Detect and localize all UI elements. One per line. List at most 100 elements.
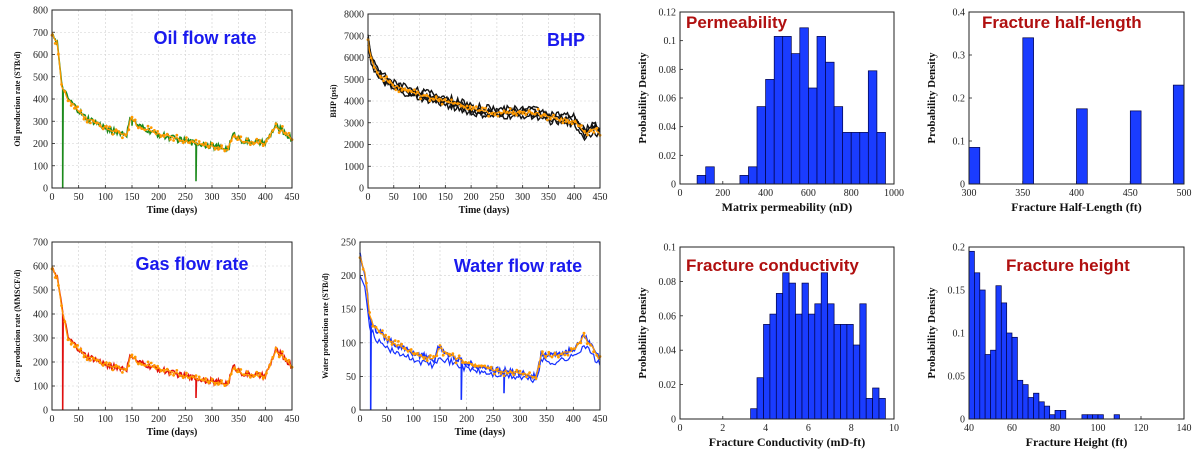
histogram-bar bbox=[1043, 405, 1051, 420]
y-tick-label: 6000 bbox=[344, 53, 364, 64]
histogram-bar bbox=[833, 106, 844, 185]
histogram-bar bbox=[816, 36, 826, 185]
simulated-point bbox=[566, 353, 570, 357]
simulated-point bbox=[249, 375, 252, 379]
simulated-point bbox=[470, 363, 474, 366]
simulated-point bbox=[188, 141, 192, 145]
histogram-bar bbox=[1113, 414, 1120, 420]
simulated-point bbox=[236, 370, 240, 374]
simulated-point bbox=[537, 365, 541, 368]
fracture-conductivity-histogram: 0 2 4 6 8 10 0 0.02 0.04 0.06 0.08 0.1 Fracture Cond… bbox=[637, 243, 899, 450]
simulated-series-line bbox=[359, 256, 601, 378]
simulated-point bbox=[557, 355, 560, 359]
simulated-point bbox=[111, 132, 115, 136]
simulated-point bbox=[226, 380, 230, 383]
y-tick-label: 0.1 bbox=[953, 329, 966, 340]
simulated-point bbox=[487, 114, 490, 118]
x-tick-label: 80 bbox=[1050, 423, 1060, 434]
y-tick-label: 1000 bbox=[344, 162, 364, 173]
simulated-point bbox=[595, 126, 599, 130]
y-tick-label: 0 bbox=[43, 406, 48, 417]
simulated-point bbox=[210, 142, 214, 145]
simulated-point bbox=[169, 138, 172, 141]
observed-series-line bbox=[367, 34, 601, 135]
simulated-point bbox=[194, 138, 198, 142]
simulated-series-line bbox=[51, 265, 293, 386]
x-axis-label: Time (days) bbox=[147, 427, 198, 438]
simulated-point bbox=[143, 364, 147, 367]
simulated-point bbox=[201, 142, 204, 146]
x-tick-label: 300 bbox=[962, 188, 977, 199]
simulated-point bbox=[117, 366, 121, 369]
simulated-point bbox=[406, 88, 410, 92]
simulated-point bbox=[384, 333, 387, 337]
simulated-point bbox=[493, 372, 496, 376]
simulated-point bbox=[95, 121, 99, 125]
simulated-point bbox=[438, 344, 442, 347]
y-tick-label: 200 bbox=[33, 139, 48, 150]
simulated-point bbox=[249, 143, 252, 147]
y-axis-label: Probability Density bbox=[926, 287, 938, 379]
x-tick-label: 400 bbox=[758, 188, 773, 199]
y-axis-label: Probability Density bbox=[926, 52, 938, 144]
simulated-point bbox=[542, 112, 546, 116]
simulated-point bbox=[440, 102, 444, 106]
plot-border bbox=[679, 246, 895, 420]
simulated-point bbox=[95, 358, 99, 362]
histogram-bar bbox=[814, 303, 822, 420]
y-tick-label: 0 bbox=[359, 184, 364, 195]
simulated-point bbox=[379, 74, 382, 78]
x-tick-label: 200 bbox=[715, 188, 730, 199]
histogram-bar bbox=[846, 324, 854, 420]
simulated-point bbox=[483, 364, 487, 368]
x-tick-label: 250 bbox=[178, 414, 193, 425]
x-tick-label: 200 bbox=[151, 414, 166, 425]
simulated-point bbox=[82, 117, 86, 121]
simulated-point bbox=[400, 342, 403, 346]
simulated-point bbox=[121, 136, 124, 140]
histogram-bar bbox=[801, 282, 809, 420]
histogram-bar bbox=[808, 313, 816, 420]
simulated-point bbox=[555, 117, 559, 121]
simulated-point bbox=[188, 376, 192, 380]
y-tick-label: 600 bbox=[33, 262, 48, 273]
y-tick-label: 0.02 bbox=[659, 151, 677, 162]
plot-area bbox=[360, 242, 600, 410]
plot-area bbox=[52, 242, 292, 410]
simulated-point bbox=[586, 133, 589, 137]
x-tick-label: 0 bbox=[50, 414, 55, 425]
y-tick-label: 500 bbox=[33, 286, 48, 297]
simulated-point bbox=[277, 355, 281, 359]
simulated-point bbox=[361, 267, 365, 271]
simulated-point bbox=[140, 363, 144, 366]
simulated-point bbox=[92, 356, 95, 360]
simulated-point bbox=[539, 114, 543, 118]
x-tick-label: 450 bbox=[285, 414, 300, 425]
x-tick-label: 100 bbox=[406, 414, 421, 425]
simulated-point bbox=[204, 377, 208, 380]
simulated-point bbox=[63, 90, 67, 93]
simulated-point bbox=[564, 120, 568, 123]
simulated-point bbox=[98, 124, 102, 128]
simulated-point bbox=[76, 105, 79, 109]
simulated-point bbox=[437, 99, 441, 103]
x-tick-label: 400 bbox=[1069, 188, 1084, 199]
simulated-point bbox=[153, 129, 156, 132]
simulated-point bbox=[518, 369, 522, 373]
simulated-point bbox=[374, 325, 378, 329]
simulated-point bbox=[156, 130, 160, 133]
y-tick-label: 0 bbox=[671, 180, 676, 191]
observed-series-line bbox=[359, 252, 601, 411]
histogram-bar bbox=[878, 398, 886, 420]
simulated-point bbox=[445, 352, 448, 355]
x-tick-label: 120 bbox=[1134, 423, 1149, 434]
simulated-point bbox=[481, 106, 484, 110]
simulated-point bbox=[397, 90, 401, 94]
y-tick-label: 0.2 bbox=[953, 243, 966, 254]
simulated-point bbox=[521, 372, 525, 376]
x-tick-label: 100 bbox=[1091, 423, 1106, 434]
x-axis-label: Fracture Half-Length (ft) bbox=[1011, 200, 1141, 214]
y-tick-label: 0.06 bbox=[659, 311, 677, 322]
histogram-bar bbox=[1006, 332, 1013, 420]
simulated-point bbox=[573, 120, 577, 124]
